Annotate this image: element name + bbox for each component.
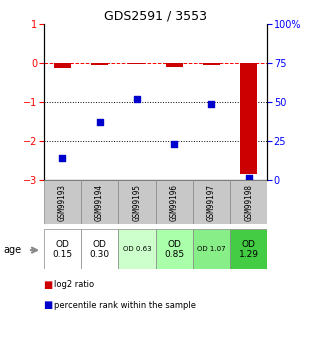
Text: GSM99194: GSM99194 — [95, 184, 104, 220]
Point — [246, 176, 251, 181]
Text: ■: ■ — [44, 280, 53, 289]
Bar — [118, 180, 156, 224]
Text: age: age — [3, 245, 21, 255]
Bar — [230, 180, 267, 224]
Bar — [230, 229, 267, 269]
Bar — [193, 180, 230, 224]
Bar — [193, 229, 230, 269]
Bar — [203, 63, 220, 65]
Text: OD 0.63: OD 0.63 — [123, 246, 151, 252]
Text: OD
0.85: OD 0.85 — [164, 239, 184, 259]
Text: OD 1.07: OD 1.07 — [197, 246, 226, 252]
Text: GSM99196: GSM99196 — [170, 184, 179, 220]
Bar — [44, 229, 81, 269]
Text: ■: ■ — [44, 300, 53, 310]
Bar — [81, 229, 118, 269]
Bar — [118, 229, 156, 269]
Text: OD
1.29: OD 1.29 — [239, 239, 259, 259]
Text: log2 ratio: log2 ratio — [54, 280, 95, 289]
Bar — [128, 63, 145, 64]
Bar — [166, 63, 183, 67]
Point — [209, 101, 214, 106]
Point — [134, 96, 139, 102]
Bar — [91, 63, 108, 65]
Bar — [156, 180, 193, 224]
Point — [60, 155, 65, 161]
Text: percentile rank within the sample: percentile rank within the sample — [54, 301, 197, 310]
Text: GSM99193: GSM99193 — [58, 184, 67, 220]
Bar — [44, 180, 81, 224]
Text: OD
0.15: OD 0.15 — [52, 239, 72, 259]
Bar — [54, 63, 71, 68]
Point — [172, 141, 177, 147]
Bar — [240, 63, 257, 174]
Text: GSM99198: GSM99198 — [244, 184, 253, 220]
Title: GDS2591 / 3553: GDS2591 / 3553 — [104, 10, 207, 23]
Text: OD
0.30: OD 0.30 — [90, 239, 109, 259]
Text: GSM99195: GSM99195 — [132, 184, 141, 220]
Point — [97, 119, 102, 125]
Text: GSM99197: GSM99197 — [207, 184, 216, 220]
Bar — [156, 229, 193, 269]
Bar — [81, 180, 118, 224]
